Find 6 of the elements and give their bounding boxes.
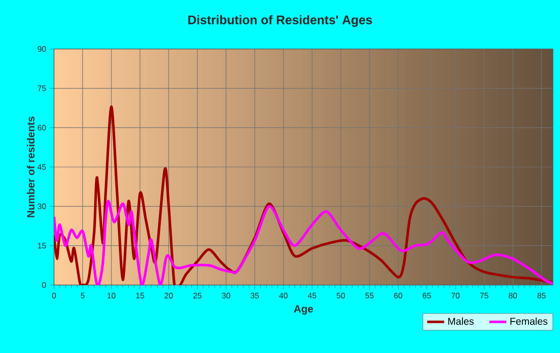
chart-title: Distribution of Residents' Ages [188, 15, 372, 27]
line-series [54, 200, 554, 285]
legend-label: Females [510, 318, 548, 325]
x-axis-title: Age [294, 305, 314, 315]
legend-label: Males [448, 318, 474, 325]
y-axis-title: Number of residents [26, 116, 35, 218]
